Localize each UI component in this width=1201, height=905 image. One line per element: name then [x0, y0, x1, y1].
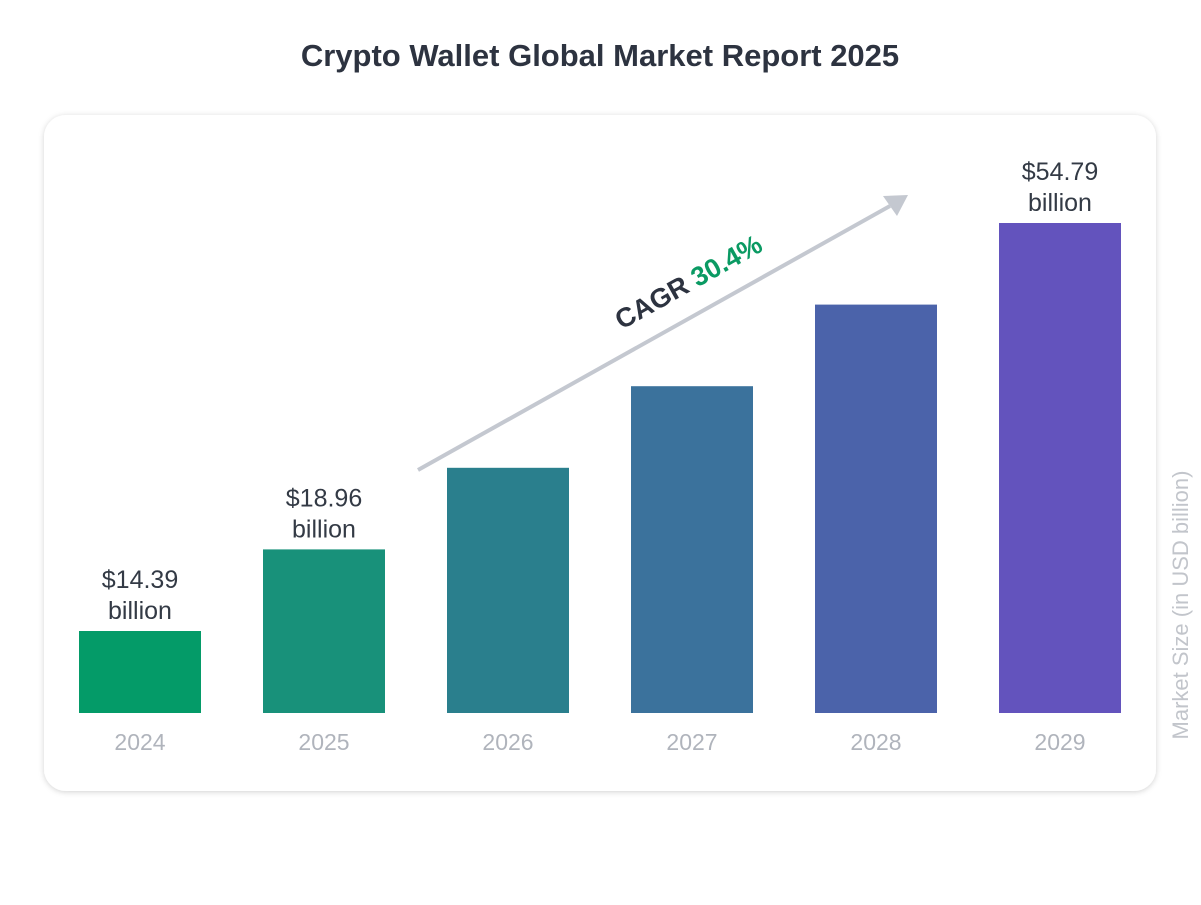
bar-2026 — [447, 467, 569, 713]
x-tick-label: 2029 — [1034, 729, 1085, 755]
data-label: $14.39 — [102, 566, 178, 594]
cagr-arrow — [417, 195, 908, 472]
data-label: billion — [292, 515, 356, 543]
x-tick-label: 2024 — [114, 729, 165, 755]
data-label: $54.79 — [1022, 158, 1098, 186]
x-tick-label: 2027 — [666, 729, 717, 755]
bar-2025 — [263, 549, 385, 713]
x-tick-label: 2028 — [850, 729, 901, 755]
data-label: $18.96 — [286, 484, 362, 512]
chart-title: Crypto Wallet Global Market Report 2025 — [301, 38, 899, 73]
bar-2029 — [999, 223, 1121, 713]
data-label: billion — [1028, 189, 1092, 217]
data-label: billion — [108, 597, 172, 625]
chart-card — [44, 115, 1156, 791]
bar-2024 — [79, 631, 201, 713]
x-tick-label: 2025 — [298, 729, 349, 755]
x-tick-label: 2026 — [482, 729, 533, 755]
bar-2028 — [815, 304, 937, 713]
y-axis-label: Market Size (in USD billion) — [1168, 471, 1193, 740]
bar-2027 — [631, 386, 753, 713]
